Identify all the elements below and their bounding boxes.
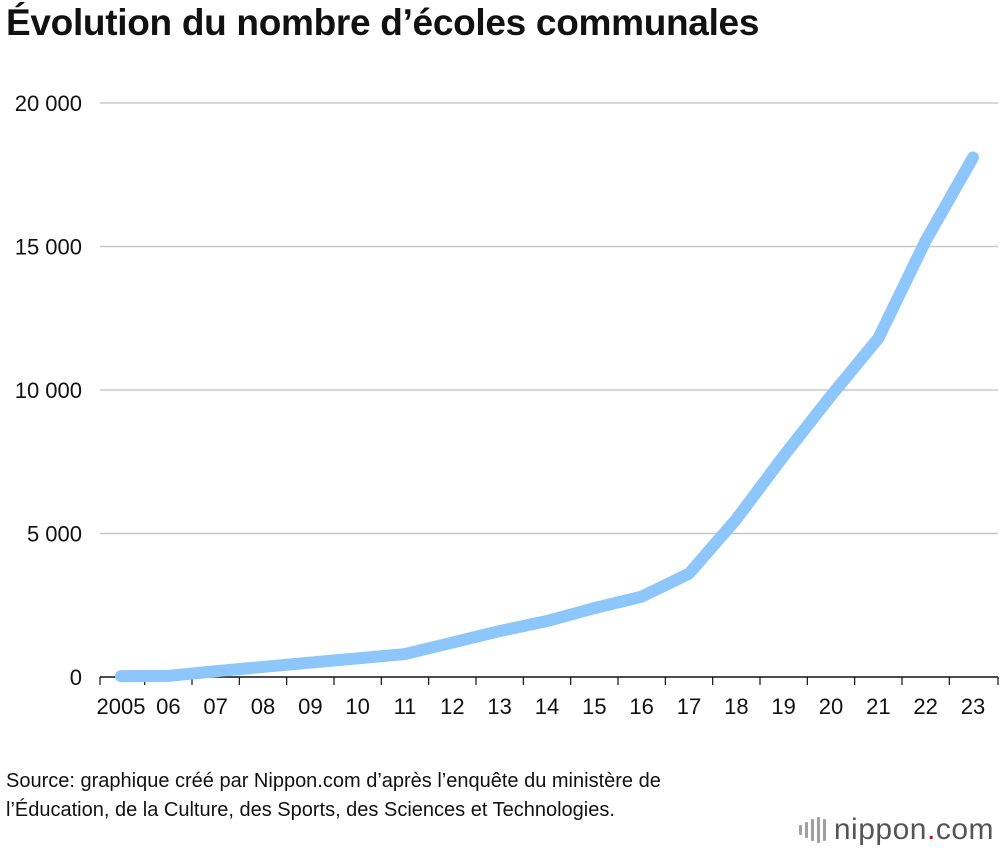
x-tick-label: 06: [156, 694, 180, 719]
y-tick-label: 20 000: [15, 91, 82, 116]
x-tick-label: 11: [394, 694, 417, 719]
x-tick-label: 08: [251, 694, 275, 719]
y-tick-label: 0: [70, 665, 82, 690]
y-tick-label: 10 000: [15, 378, 82, 403]
x-tick-label: 16: [629, 694, 653, 719]
y-tick-label: 5 000: [27, 522, 82, 547]
logo-mark-icon: [798, 817, 826, 843]
data-point: [877, 337, 879, 339]
line-chart: 0 5 000 10 000 15 000 20 000 2005 06 07 08 09 10 1…: [15, 91, 999, 719]
data-point: [262, 666, 264, 668]
logo-name: nippon: [833, 813, 927, 846]
logo-dot: .: [926, 813, 936, 846]
x-tick-label: 17: [677, 694, 701, 719]
x-tick-label: 13: [487, 694, 511, 719]
data-point: [783, 455, 785, 457]
data-point: [215, 670, 217, 672]
data-point: [546, 620, 548, 622]
data-point: [120, 675, 122, 677]
x-tick-label: 18: [724, 694, 748, 719]
data-point: [167, 675, 169, 677]
data-point: [309, 662, 311, 664]
x-tick-label: 21: [866, 694, 890, 719]
x-tick-label: 19: [771, 694, 795, 719]
nippon-logo: nippon.com: [798, 813, 994, 847]
x-tick-label: 09: [298, 694, 322, 719]
data-point: [925, 240, 927, 242]
series-layer: [115, 151, 979, 683]
data-point: [735, 518, 737, 520]
data-point: [451, 642, 453, 644]
data-point: [499, 630, 501, 632]
source-note: Source: graphique créé par Nippon.com d’…: [6, 770, 661, 821]
x-tick-label: 23: [961, 694, 985, 719]
y-tick-label: 15 000: [15, 235, 82, 260]
data-point: [593, 607, 595, 609]
x-tick-label: 15: [582, 694, 606, 719]
x-tick-label: 20: [819, 694, 843, 719]
x-tick-label: 14: [535, 694, 559, 719]
x-axis: 2005 06 07 08 09 10 11 12 13 14 15 16 17 18 19 20 21 22 23: [97, 676, 999, 719]
data-point: [404, 653, 406, 655]
data-point: [830, 395, 832, 397]
y-axis-tick-labels: 0 5 000 10 000 15 000 20 000: [15, 91, 82, 690]
x-tick-label: 12: [440, 694, 464, 719]
logo-domain: com: [935, 813, 994, 846]
data-point: [357, 657, 359, 659]
chart-title: Évolution du nombre d’écoles communales: [6, 2, 760, 43]
logo-wordmark: nippon.com: [834, 813, 994, 847]
data-point: [641, 596, 643, 598]
data-point: [688, 573, 690, 575]
x-tick-label: 07: [203, 694, 227, 719]
x-tick-label: 22: [913, 694, 937, 719]
x-tick-label: 2005: [97, 694, 146, 719]
gridlines: [100, 102, 998, 535]
data-point: [972, 157, 974, 159]
x-tick-label: 10: [345, 694, 369, 719]
series-line: [115, 151, 979, 683]
